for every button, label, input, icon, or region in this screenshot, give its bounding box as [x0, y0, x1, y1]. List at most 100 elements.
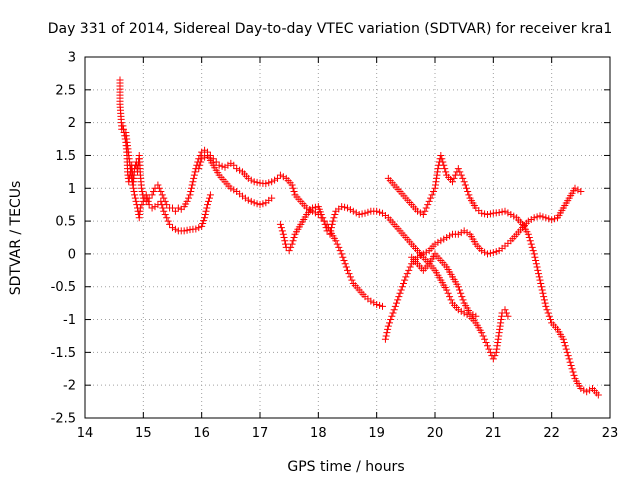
data-point [171, 225, 179, 233]
data-point [209, 155, 217, 163]
data-point [527, 215, 535, 223]
data-point [341, 203, 349, 211]
data-point [501, 306, 509, 314]
data-point [233, 165, 241, 173]
data-point [535, 270, 543, 278]
data-point [192, 225, 200, 233]
data-point [481, 210, 489, 218]
data-point [539, 289, 547, 297]
data-point [484, 250, 491, 258]
data-point [171, 207, 179, 215]
data-point [370, 299, 378, 307]
data-point [447, 296, 455, 304]
data-point [387, 316, 395, 324]
data-point [450, 174, 458, 182]
data-point [536, 212, 544, 220]
data-point [166, 220, 174, 228]
data-point [560, 339, 568, 347]
data-point [250, 199, 258, 207]
data-point [281, 237, 289, 245]
data-point [461, 181, 469, 189]
data-point [538, 286, 546, 294]
data-point [244, 196, 252, 204]
data-point [196, 151, 204, 159]
data-point [394, 296, 402, 304]
y-tick-label: -2.5 [51, 412, 76, 427]
data-point [464, 188, 472, 196]
data-point [478, 247, 486, 255]
data-point [196, 161, 204, 169]
data-point [459, 296, 467, 304]
y-axis-label: SDTVAR / TECUs [8, 181, 24, 296]
data-point [400, 279, 407, 287]
data-point [501, 207, 509, 215]
y-tick-label: -1 [63, 313, 76, 328]
data-point [227, 184, 235, 192]
data-point [398, 283, 406, 291]
data-point [136, 204, 144, 212]
data-point [332, 237, 340, 245]
data-point [276, 220, 284, 228]
data-point [198, 222, 206, 230]
data-point [390, 306, 398, 314]
data-point [454, 230, 462, 238]
data-point [138, 184, 146, 192]
data-point [458, 293, 466, 301]
data-point [491, 352, 499, 360]
data-point [442, 168, 450, 176]
data-point [158, 191, 166, 199]
data-point [129, 181, 137, 189]
data-point [279, 230, 287, 238]
data-point [268, 178, 276, 186]
data-point [326, 230, 334, 238]
data-point [543, 306, 551, 314]
data-point [460, 178, 468, 186]
series-trace-g [408, 250, 480, 320]
data-point [438, 155, 446, 163]
data-point [128, 178, 136, 186]
data-point [290, 234, 298, 241]
data-point [457, 171, 465, 179]
data-point [230, 161, 238, 169]
data-point [367, 297, 375, 305]
data-point [460, 227, 468, 235]
x-tick-label: 14 [77, 426, 94, 441]
data-point [278, 227, 286, 235]
data-point [186, 191, 194, 199]
data-point [537, 283, 545, 291]
y-tick-label: 3 [68, 51, 76, 66]
data-point [495, 209, 503, 217]
data-point [389, 309, 397, 317]
data-point [466, 309, 474, 317]
data-point [160, 207, 168, 215]
data-point [545, 312, 553, 320]
data-point [472, 312, 480, 320]
x-tick-labels: 14 15 16 17 18 19 20 21 22 23 [77, 426, 619, 441]
data-point [311, 203, 319, 211]
data-point [406, 263, 414, 271]
data-point [154, 181, 162, 189]
x-tick-label: 18 [310, 426, 327, 441]
data-point [547, 316, 554, 324]
y-tick-labels: -2.5 -2 -1.5 -1 -0.5 0 0.5 1 1.5 2 2.5 3 [51, 51, 76, 427]
data-point [574, 186, 582, 194]
data-point [583, 388, 591, 396]
data-point [457, 289, 465, 297]
x-tick-label: 15 [135, 426, 152, 441]
data-point [416, 209, 424, 217]
data-point [317, 211, 325, 219]
data-point [160, 194, 168, 202]
chart-title: Day 331 of 2014, Sidereal Day-to-day VTE… [48, 21, 613, 37]
data-point [479, 332, 487, 340]
series-trace-f [384, 151, 602, 399]
plot-border [84, 56, 611, 419]
data-point [256, 201, 264, 209]
data-point [564, 352, 572, 360]
data-point [443, 234, 451, 241]
data-point [349, 207, 357, 215]
data-point [440, 161, 448, 169]
data-point [279, 173, 287, 181]
data-point [393, 299, 400, 307]
